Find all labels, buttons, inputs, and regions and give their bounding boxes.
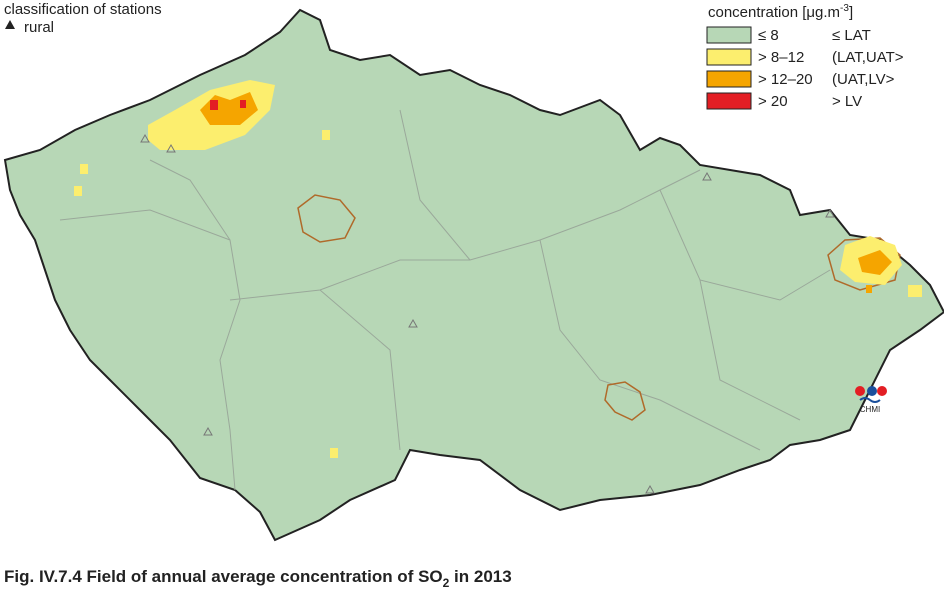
caption-end: in 2013 xyxy=(449,567,511,586)
brno-border xyxy=(604,381,646,421)
legend-title-end: ] xyxy=(849,4,853,21)
legend-title-text: concentration [μg.m xyxy=(708,4,840,21)
logo-text: CHMI xyxy=(860,405,880,414)
legend-class: > LV xyxy=(832,93,862,110)
station-type-label: rural xyxy=(24,19,54,36)
legend-swatch xyxy=(706,92,752,110)
stations-title: classification of stations xyxy=(4,1,162,18)
figure-caption: Fig. IV.7.4 Field of annual average conc… xyxy=(4,567,512,590)
chmi-logo: CHMI xyxy=(855,386,887,414)
rural-stations xyxy=(140,133,835,494)
legend-swatch xyxy=(706,26,752,44)
caption-sub: 2 xyxy=(443,576,450,590)
legend-class: ≤ LAT xyxy=(832,27,871,44)
legend: ≤ 8 ≤ LAT > 8–12 (LAT,UAT> > 12–20 (UAT,LV> > … xyxy=(706,26,904,110)
legend-class: (LAT,UAT> xyxy=(832,49,904,66)
prague-border xyxy=(297,194,356,243)
rural-symbol xyxy=(5,20,15,29)
legend-title: concentration [μg.m-3] xyxy=(708,3,853,21)
country-map xyxy=(3,8,944,542)
caption-text: Fig. IV.7.4 Field of annual average conc… xyxy=(4,567,443,586)
legend-title-sup: -3 xyxy=(840,3,849,14)
concentration-field xyxy=(74,80,922,458)
legend-range: ≤ 8 xyxy=(758,27,779,44)
legend-swatch xyxy=(706,70,752,88)
region-borders xyxy=(59,109,831,491)
country-area xyxy=(3,8,944,542)
legend-range: > 20 xyxy=(758,93,788,110)
legend-swatch xyxy=(706,48,752,66)
legend-range: > 8–12 xyxy=(758,49,804,66)
legend-class: (UAT,LV> xyxy=(832,71,895,88)
legend-range: > 12–20 xyxy=(758,71,813,88)
